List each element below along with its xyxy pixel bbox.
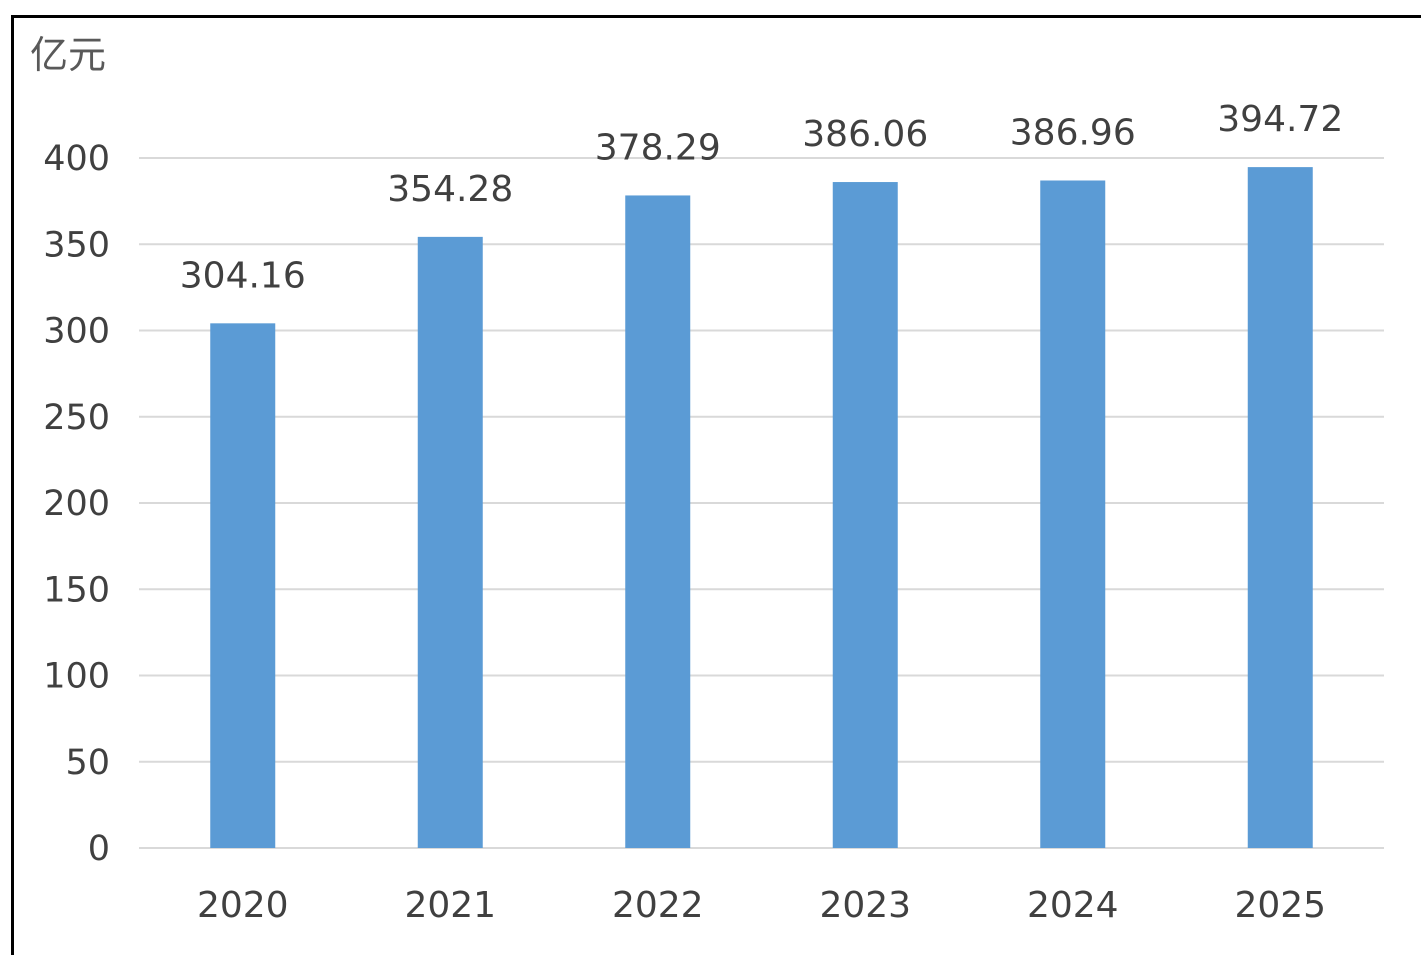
x-tick-label-2020: 2020 — [197, 885, 289, 926]
bar-2022 — [625, 195, 691, 848]
x-tick-label-2025: 2025 — [1234, 885, 1326, 926]
y-tick-label: 50 — [65, 743, 110, 783]
y-tick-label: 100 — [43, 657, 110, 697]
y-tick-label: 0 — [88, 829, 110, 869]
bars — [210, 167, 1313, 849]
y-tick-label: 200 — [43, 484, 110, 524]
data-label-2023: 386.06 — [802, 114, 928, 155]
y-tick-label: 250 — [43, 398, 110, 438]
bar-2024 — [1040, 180, 1106, 848]
bar-2023 — [832, 182, 898, 848]
data-label-2025: 394.72 — [1217, 99, 1343, 140]
y-tick-label: 400 — [43, 139, 110, 179]
bar-2020 — [210, 323, 276, 849]
x-tick-label-2021: 2021 — [404, 885, 496, 926]
bar-2021 — [417, 236, 483, 848]
data-label-2021: 354.28 — [387, 169, 513, 210]
y-tick-label: 300 — [43, 312, 110, 352]
bar-2025 — [1247, 167, 1313, 848]
x-tick-label-2022: 2022 — [612, 885, 704, 926]
y-axis-ticks: 0 50 100 150 200 250 300 350 400 — [43, 139, 110, 869]
x-tick-label-2024: 2024 — [1027, 885, 1119, 926]
data-label-2020: 304.16 — [180, 255, 306, 296]
y-tick-label: 350 — [43, 225, 110, 265]
y-tick-label: 150 — [43, 570, 110, 610]
y-unit-label: 亿元 — [30, 33, 106, 77]
data-labels: 304.16 354.28 378.29 386.06 386.96 394.72 — [180, 99, 1343, 296]
data-label-2022: 378.29 — [595, 127, 721, 168]
data-label-2024: 386.96 — [1010, 112, 1136, 153]
x-tick-label-2023: 2023 — [819, 885, 911, 926]
gridlines — [139, 157, 1384, 849]
x-axis-ticks: 2020 2021 2022 2023 2024 2025 — [197, 885, 1326, 926]
